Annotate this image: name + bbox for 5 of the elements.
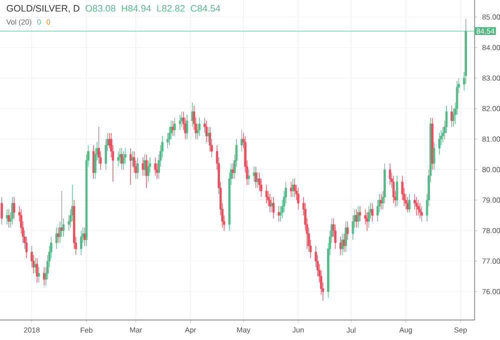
chart-title: GOLD/SILVER, D: [6, 4, 80, 13]
annotation: C84.54: [190, 5, 220, 12]
annotation: L82.82: [157, 5, 185, 12]
annotation: H84.94: [122, 5, 151, 12]
annotation: O83.08: [86, 5, 116, 12]
